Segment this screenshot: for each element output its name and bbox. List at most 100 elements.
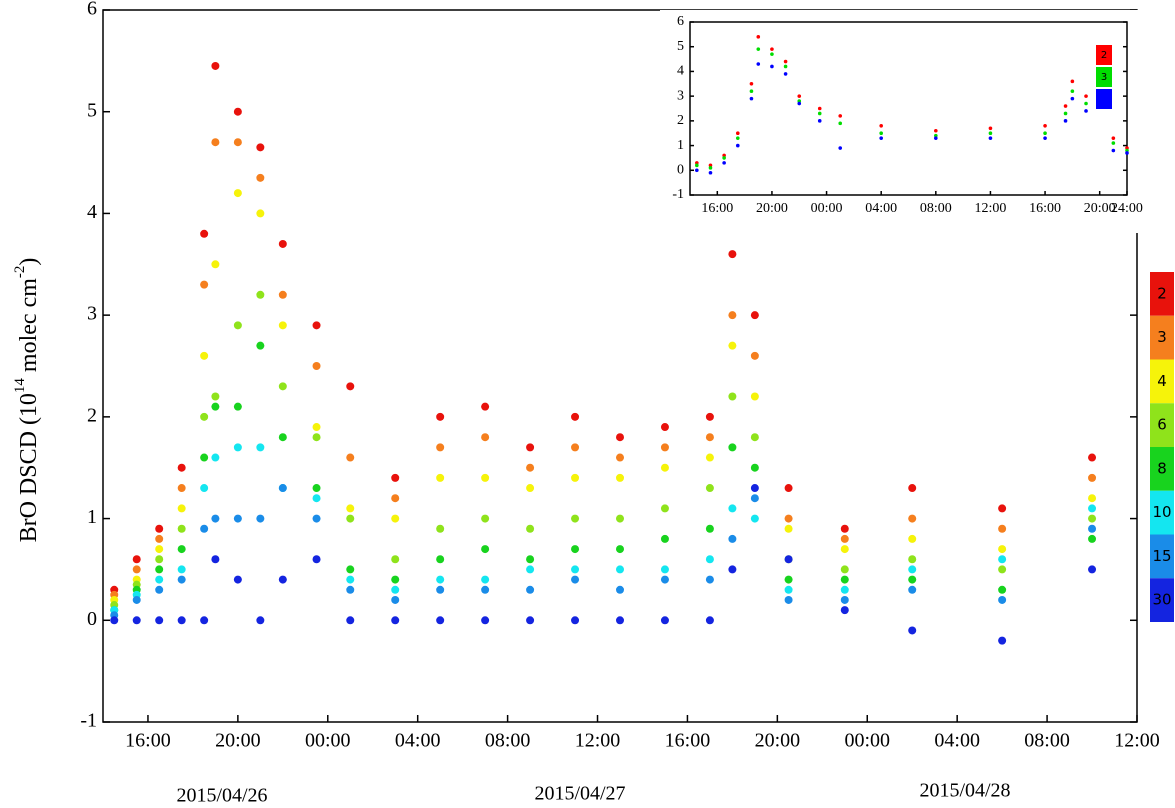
point <box>1070 79 1075 84</box>
point <box>481 473 490 482</box>
point <box>695 161 699 165</box>
point <box>155 524 164 533</box>
point <box>312 433 321 442</box>
point <box>817 106 822 111</box>
point <box>749 81 754 86</box>
legend-swatch <box>1150 272 1174 316</box>
point <box>256 514 265 523</box>
point <box>988 131 993 136</box>
x-tick-label: 16:00 <box>1029 201 1061 216</box>
point <box>1088 534 1097 543</box>
point <box>998 595 1007 604</box>
point <box>436 473 445 482</box>
point <box>750 392 759 401</box>
y-tick-label: -1 <box>672 187 684 202</box>
point <box>233 189 242 198</box>
point <box>660 534 669 543</box>
legend-swatch <box>1150 315 1174 360</box>
legend-label: 15 <box>1152 547 1171 565</box>
point <box>155 575 164 584</box>
point <box>233 402 242 411</box>
point <box>660 423 669 432</box>
x-tick-label: 16:00 <box>701 201 733 216</box>
point <box>211 260 220 269</box>
point <box>998 585 1007 594</box>
point <box>211 402 220 411</box>
point <box>571 575 580 584</box>
point <box>177 575 186 584</box>
point <box>908 555 917 564</box>
point <box>840 565 849 574</box>
point <box>908 626 917 635</box>
point <box>1070 96 1075 101</box>
point <box>391 585 400 594</box>
point <box>481 575 490 584</box>
point <box>705 484 714 493</box>
point <box>728 534 737 543</box>
point <box>571 443 580 452</box>
inset-background <box>660 10 1145 233</box>
y-tick-label: 0 <box>677 163 684 178</box>
point <box>1088 494 1097 503</box>
point <box>784 595 793 604</box>
point <box>1111 141 1116 145</box>
y-tick-label: 5 <box>677 39 684 54</box>
y-tick-label: 3 <box>87 303 97 325</box>
x-tick-label: 00:00 <box>811 201 843 216</box>
x-tick-label: 00:00 <box>305 730 351 752</box>
point <box>436 616 445 625</box>
point <box>1088 565 1097 574</box>
point <box>1111 148 1116 153</box>
point <box>177 616 186 625</box>
point <box>436 555 445 564</box>
point <box>749 89 754 93</box>
point <box>705 412 714 421</box>
point <box>571 412 580 421</box>
point <box>200 484 209 493</box>
point <box>155 555 164 564</box>
point <box>233 138 242 147</box>
point <box>1084 109 1088 113</box>
point <box>750 494 759 503</box>
point <box>200 453 209 462</box>
point <box>660 463 669 472</box>
point <box>256 616 265 625</box>
point <box>840 534 849 543</box>
x-tick-label: 08:00 <box>1024 730 1070 752</box>
point <box>256 290 265 299</box>
point <box>391 555 400 564</box>
point <box>526 484 535 493</box>
point <box>708 166 713 170</box>
point <box>312 484 321 493</box>
y-axis-label: BrO DSCD (1014 molec cm-2) <box>12 258 41 543</box>
point <box>278 484 287 493</box>
point <box>840 585 849 594</box>
point <box>660 504 669 513</box>
point <box>1125 148 1129 153</box>
point <box>391 514 400 523</box>
x-tick-label: 04:00 <box>934 730 980 752</box>
legend-label: 6 <box>1157 416 1167 434</box>
point <box>1125 151 1129 155</box>
x-tick-label: 12:00 <box>575 730 621 752</box>
point <box>1088 504 1097 513</box>
point <box>770 47 774 51</box>
point <box>571 565 580 574</box>
point <box>908 585 917 594</box>
point <box>749 96 754 101</box>
legend-swatch <box>1096 67 1112 87</box>
point <box>998 545 1007 554</box>
point <box>177 484 186 493</box>
point <box>750 433 759 442</box>
legend-swatch <box>1150 534 1174 579</box>
point <box>908 484 917 493</box>
point <box>211 61 220 70</box>
legend-swatch <box>1150 403 1174 447</box>
point <box>436 443 445 452</box>
y-tick-label: 1 <box>677 138 684 153</box>
date-label: 2015/04/28 <box>919 780 1010 802</box>
point <box>481 616 490 625</box>
point <box>784 585 793 594</box>
point <box>750 351 759 360</box>
point <box>312 321 321 330</box>
